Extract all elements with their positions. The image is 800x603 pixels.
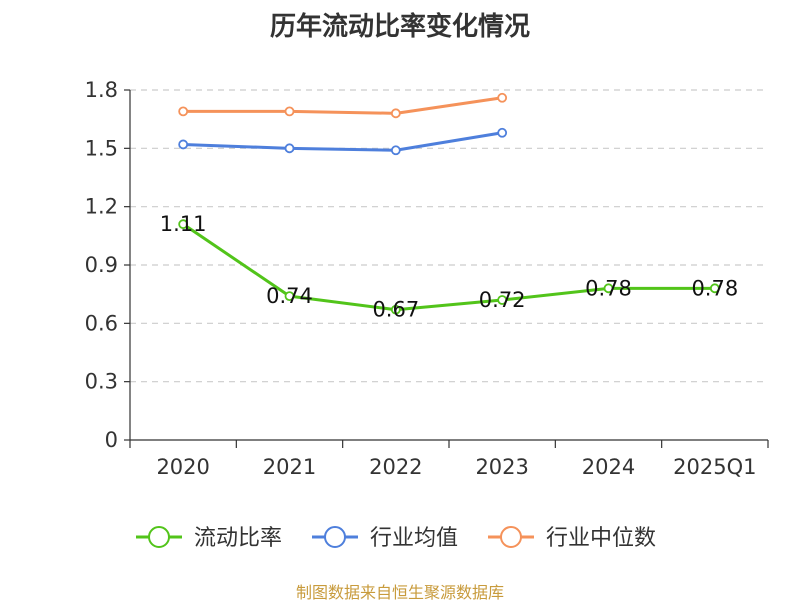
data-point (390, 145, 401, 156)
series-industry-mean (178, 127, 508, 156)
data-point (709, 283, 720, 294)
legend-item[interactable]: 流动比率 (136, 526, 282, 551)
legend-marker-icon (324, 526, 346, 548)
series-line (183, 131, 503, 152)
y-tick-label: 1.5 (85, 136, 118, 160)
source-note: 制图数据来自恒生聚源数据库 (295, 583, 504, 602)
data-point (497, 127, 508, 138)
x-tick-label: 2023 (475, 455, 528, 479)
data-label: 0.72 (479, 288, 526, 312)
data-labels: 1.11 0.74 0.67 0.72 0.78 0.78 (160, 212, 738, 322)
data-label: 0.78 (585, 276, 632, 300)
legend-item[interactable]: 行业均值 (312, 526, 458, 551)
axes: 0 0.3 0.6 0.9 1.2 1.5 1.8 2020 2021 2022 2023 2024 2… (85, 78, 769, 479)
x-tick-label: 2024 (582, 455, 635, 479)
y-tick-label: 0.9 (85, 253, 118, 277)
series-line (183, 96, 503, 115)
data-point (284, 143, 295, 154)
x-tick-label: 2025Q1 (673, 455, 756, 479)
legend-label: 行业中位数 (546, 526, 656, 551)
series-industry-median (178, 92, 508, 119)
series-line (182, 222, 715, 312)
data-label: 1.11 (160, 212, 207, 236)
legend-marker-icon (148, 526, 170, 548)
data-point (390, 304, 401, 315)
x-tick-label: 2021 (263, 455, 316, 479)
y-tick-label: 1.2 (85, 195, 118, 219)
y-tick-label: 1.8 (85, 78, 118, 102)
legend-marker-icon (500, 526, 522, 548)
data-point (497, 92, 508, 103)
data-label: 0.67 (372, 298, 419, 322)
data-point (497, 295, 508, 305)
x-tick-label: 2020 (156, 455, 209, 479)
grid-lines (130, 89, 768, 383)
data-point (178, 219, 189, 230)
legend-label: 流动比率 (194, 526, 282, 551)
series-current-ratio (178, 219, 720, 315)
y-tick-label: 0.3 (85, 370, 118, 394)
data-point (284, 291, 295, 302)
data-point (284, 106, 295, 117)
legend-label: 行业均值 (370, 526, 458, 551)
x-tick-label: 2022 (369, 455, 422, 479)
legend: 流动比率 行业均值 行业中位数 (136, 526, 656, 551)
data-label: 0.78 (691, 276, 738, 300)
y-tick-label: 0 (105, 428, 118, 452)
y-tick-label: 0.6 (85, 311, 118, 335)
chart-title: 历年流动比率变化情况 (269, 12, 530, 42)
data-point (390, 108, 401, 119)
legend-item[interactable]: 行业中位数 (488, 526, 656, 551)
data-point (603, 283, 614, 294)
series-group (178, 92, 720, 315)
data-label: 0.74 (266, 284, 313, 308)
data-point (178, 139, 189, 150)
data-point (178, 106, 189, 117)
